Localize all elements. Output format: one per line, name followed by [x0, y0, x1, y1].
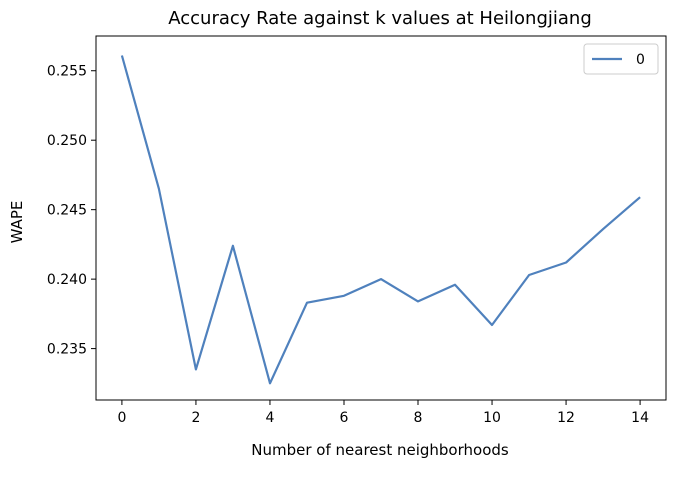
- x-tick-label: 12: [557, 410, 575, 426]
- x-tick-label: 8: [414, 410, 423, 426]
- x-axis-ticks: 0 2 4 6 8 10 12 14: [117, 400, 649, 426]
- plot-area: [95, 35, 667, 401]
- legend-label: 0: [636, 52, 645, 68]
- x-tick-label: 2: [191, 410, 200, 426]
- plot-frame: [95, 35, 667, 401]
- y-tick-label: 0.255: [47, 64, 87, 80]
- x-tick-label: 4: [266, 410, 275, 426]
- legend: 0: [583, 43, 659, 75]
- x-tick-label: 6: [340, 410, 349, 426]
- series-line-0: [120, 55, 641, 385]
- x-tick-label: 10: [483, 410, 501, 426]
- x-tick-label: 0: [117, 410, 126, 426]
- x-tick-label: 14: [631, 410, 649, 426]
- y-axis-ticks: 0.235 0.240 0.245 0.250 0.255: [47, 64, 96, 358]
- y-tick-label: 0.240: [47, 272, 87, 288]
- series-layer: [120, 55, 641, 385]
- y-tick-label: 0.250: [47, 133, 87, 149]
- x-axis-label: Number of nearest neighborhoods: [251, 441, 509, 459]
- y-axis-label: WAPE: [8, 201, 26, 244]
- y-tick-label: 0.235: [47, 342, 87, 358]
- y-tick-label: 0.245: [47, 203, 87, 219]
- chart-title: Accuracy Rate against k values at Heilon…: [168, 8, 592, 29]
